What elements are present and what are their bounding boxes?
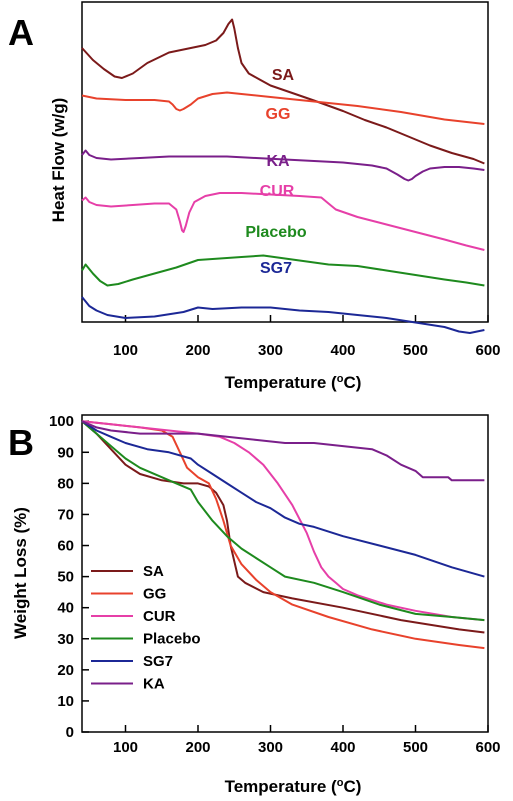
panel-a-series: SA GG KA CUR Placebo SG7 — [81, 18, 485, 334]
panel-b-plot-frame — [81, 414, 489, 733]
panel-b-ticks: 100 200 300 400 500 600 0 10 20 30 40 50 60 70 80 90 100 — [49, 413, 501, 756]
panel-b-y-tick-label: 100 — [49, 413, 74, 430]
panel-b-x-tick-label: 100 — [113, 739, 138, 756]
panel-b-x-tick-label: 300 — [258, 739, 283, 756]
panel-a-series-line-gg — [81, 91, 485, 125]
panel-b-series-line-cur — [81, 420, 485, 622]
panel-a-series-line-sa — [81, 18, 485, 165]
panel-b-y-tick-label: 70 — [57, 506, 74, 523]
panel-a-series-label-ka: KA — [266, 153, 290, 170]
panel-b-series-line-ka — [81, 420, 485, 482]
panel-a-series-label-cur: CUR — [260, 183, 295, 200]
panel-b-x-axis-title: Temperature (oC) — [225, 777, 362, 796]
panel-b-y-tick-label: 90 — [57, 444, 74, 461]
panel-b-y-tick-label: 30 — [57, 631, 74, 648]
panel-b-x-tick-label: 600 — [475, 739, 500, 756]
legend-label-sa: SA — [143, 563, 164, 580]
panel-b-y-tick-label: 60 — [57, 538, 74, 555]
panel-b-legend: SA GG CUR Placebo SG7 KA — [91, 563, 201, 693]
panel-a-series-line-sg7 — [81, 296, 485, 334]
panel-b-series-line-placebo — [81, 420, 485, 622]
panel-b-y-tick-label: 0 — [66, 724, 74, 741]
panel-a-x-tick-label: 200 — [185, 342, 210, 359]
panel-b-y-tick-label: 10 — [57, 693, 74, 710]
panel-a-series-label-sa: SA — [272, 67, 295, 84]
panel-a-x-tick-label: 300 — [258, 342, 283, 359]
panel-b-series-line-sg7 — [81, 420, 485, 578]
legend-label-cur: CUR — [143, 608, 176, 625]
panel-a-x-ticks: 100 200 300 400 500 600 — [113, 315, 501, 359]
panel-b-x-tick-label: 200 — [185, 739, 210, 756]
panel-b-y-tick-label: 50 — [57, 569, 74, 586]
panel-a-series-line-placebo — [81, 254, 485, 287]
panel-a-series-label-placebo: Placebo — [245, 224, 307, 241]
panel-a-series-line-ka — [81, 149, 485, 182]
panel-b-y-tick-label: 20 — [57, 662, 74, 679]
legend-label-sg7: SG7 — [143, 653, 173, 670]
legend-label-gg: GG — [143, 586, 166, 603]
legend-label-ka: KA — [143, 676, 165, 693]
panel-b-y-tick-label: 40 — [57, 600, 74, 617]
legend-label-placebo: Placebo — [143, 631, 201, 648]
panel-a-x-tick-label: 100 — [113, 342, 138, 359]
panel-b-series — [81, 420, 485, 650]
panel-b-series-line-sa — [81, 420, 485, 634]
panel-a-series-line-cur — [81, 192, 485, 251]
panel-a-y-axis-title: Heat Flow (w/g) — [49, 98, 68, 223]
panel-a-series-label-gg: GG — [266, 106, 291, 123]
panel-b-y-axis-title: Weight Loss (%) — [11, 507, 30, 639]
panel-b-x-tick-label: 500 — [403, 739, 428, 756]
panel-b-y-tick-label: 80 — [57, 475, 74, 492]
panel-a-plot-frame — [81, 1, 489, 323]
panel-a-x-tick-label: 500 — [403, 342, 428, 359]
panel-a-x-axis-title: Temperature (oC) — [225, 373, 362, 392]
panel-a-series-label-sg7: SG7 — [260, 260, 292, 277]
panel-a-letter: A — [8, 12, 34, 53]
panel-b: B 100 200 300 400 500 60001020304050607080901… — [8, 413, 501, 796]
panel-a: A 100 200 300 400 500 600 SA GG KA CUR Placebo SG7… — [8, 1, 501, 392]
panel-a-x-tick-label: 600 — [475, 342, 500, 359]
panel-a-x-tick-label: 400 — [330, 342, 355, 359]
panel-b-letter: B — [8, 422, 34, 463]
panel-b-x-tick-label: 400 — [330, 739, 355, 756]
